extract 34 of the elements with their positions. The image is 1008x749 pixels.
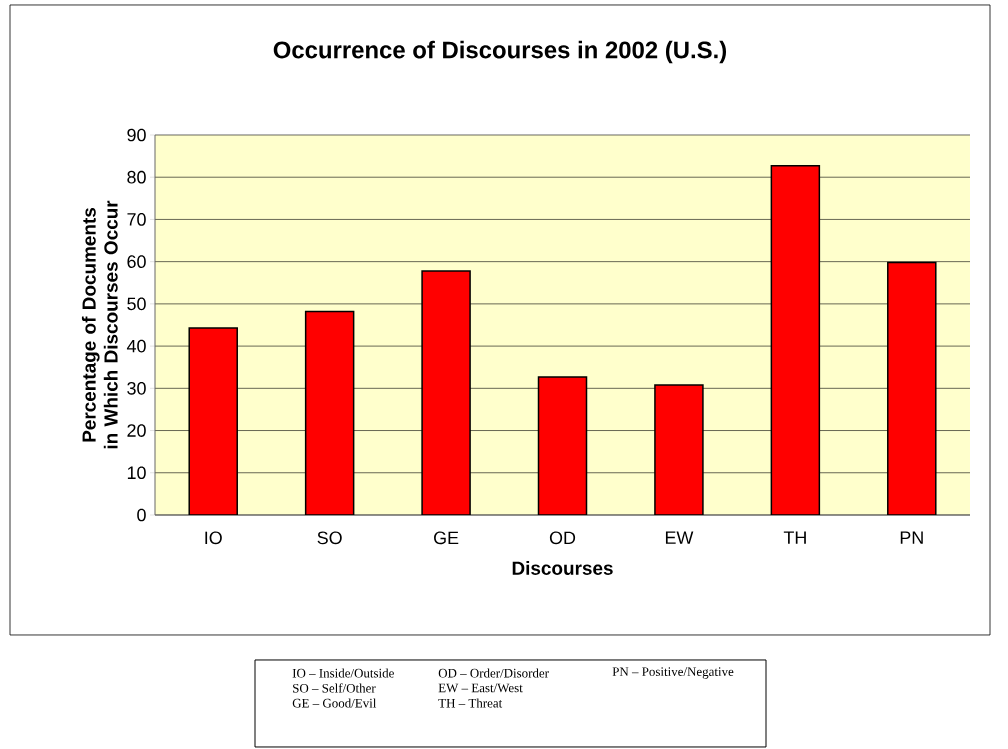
text: OD – Order/Disorder xyxy=(438,668,549,678)
text: SO – Self/Other xyxy=(293,683,376,693)
text: EW – East/West xyxy=(438,683,523,693)
bar xyxy=(654,384,704,515)
y-tick-label: 90 xyxy=(127,128,146,142)
y-tick-label: 50 xyxy=(127,297,146,311)
bar xyxy=(421,270,471,515)
bar xyxy=(770,165,821,515)
text: GE – Good/Evil xyxy=(292,698,377,708)
x-tick-label: SO xyxy=(317,531,342,545)
y-tick-label: 60 xyxy=(127,255,146,268)
y-tick-label: 80 xyxy=(127,170,146,184)
x-tick-label: EW xyxy=(665,531,694,544)
bar xyxy=(887,261,937,515)
y-tick-label: 40 xyxy=(126,339,146,353)
text: IO – Inside/Outside xyxy=(292,668,394,678)
y-tick-label: 0 xyxy=(137,508,146,522)
bar xyxy=(188,327,238,515)
y-axis-title: Percentage of Documents in Which Discourses Occur xyxy=(81,200,118,449)
chart-title: Occurrence of Discourses in 2002 (U.S.) xyxy=(273,40,727,64)
text: PN – Positive/Negative xyxy=(612,667,734,679)
x-tick-label: IO xyxy=(205,531,222,545)
x-tick-label: GE xyxy=(434,531,459,545)
y-tick-label: 10 xyxy=(127,466,146,480)
y-tick-label: 20 xyxy=(127,424,146,437)
y-tick-label: 70 xyxy=(127,213,146,226)
x-tick-label: OD xyxy=(549,531,576,545)
x-axis-title: Discourses xyxy=(512,561,613,575)
y-tick-label: 30 xyxy=(127,381,146,395)
bar xyxy=(304,310,355,515)
x-tick-label: PN xyxy=(900,531,923,544)
x-tick-label: TH xyxy=(783,531,806,544)
text: TH – Threat xyxy=(438,698,503,708)
bar xyxy=(537,376,588,515)
